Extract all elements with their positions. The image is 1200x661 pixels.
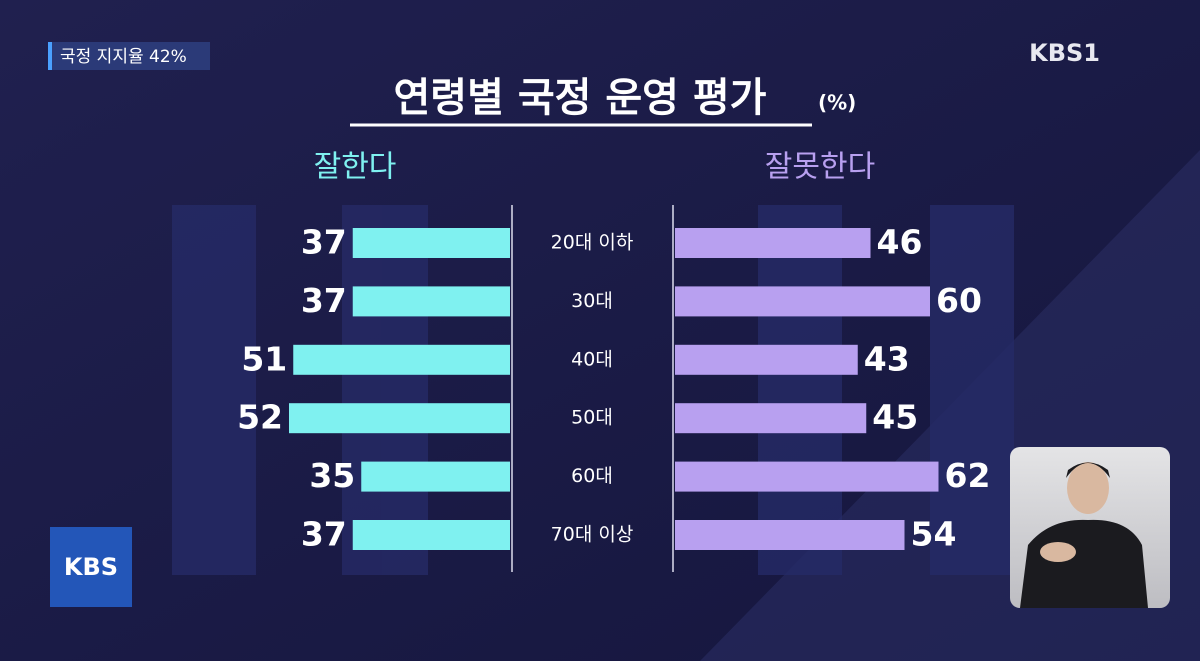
badge-accent (48, 42, 52, 70)
badge-box (48, 42, 210, 70)
bar (293, 344, 510, 375)
bar (675, 461, 939, 492)
value-label: 37 (301, 281, 347, 320)
value-label: 37 (301, 223, 347, 262)
category-label: 70대 이상 (551, 524, 634, 546)
bar (675, 520, 905, 550)
value-label: 62 (945, 456, 991, 495)
category-label: 30대 (571, 290, 613, 312)
logo-box (50, 527, 132, 607)
bar (352, 520, 510, 550)
value-label: 45 (872, 398, 918, 437)
category-label: 20대 이하 (551, 232, 634, 254)
value-label: 51 (241, 339, 287, 378)
chart-title: 연령별 국정 운영 평가 (394, 75, 767, 121)
bar (352, 286, 510, 317)
category-label: 50대 (571, 407, 613, 429)
interpreter (1020, 462, 1148, 608)
value-label: 54 (911, 515, 957, 554)
bar (352, 228, 510, 258)
value-label: 35 (309, 456, 355, 495)
bar (675, 228, 871, 258)
bar (675, 344, 858, 375)
value-label: 52 (237, 398, 283, 437)
badge: 국정 지지율 42% (60, 47, 187, 67)
bar (675, 403, 867, 434)
legend-label: 잘못한다 (765, 150, 875, 185)
category-label: 40대 (571, 348, 613, 370)
decor-columns (172, 205, 1014, 575)
value-label: 46 (877, 223, 923, 262)
bar (361, 461, 510, 492)
logo-top: KBS1 (1029, 39, 1100, 67)
bar (289, 403, 510, 434)
unit: (%) (818, 91, 856, 115)
value-label: 37 (301, 515, 347, 554)
logo-bottom: KBS (64, 553, 118, 581)
legend-label: 잘한다 (314, 150, 397, 185)
bar (675, 286, 930, 317)
category-label: 60대 (571, 465, 613, 487)
value-label: 60 (936, 281, 982, 320)
value-label: 43 (864, 339, 910, 378)
